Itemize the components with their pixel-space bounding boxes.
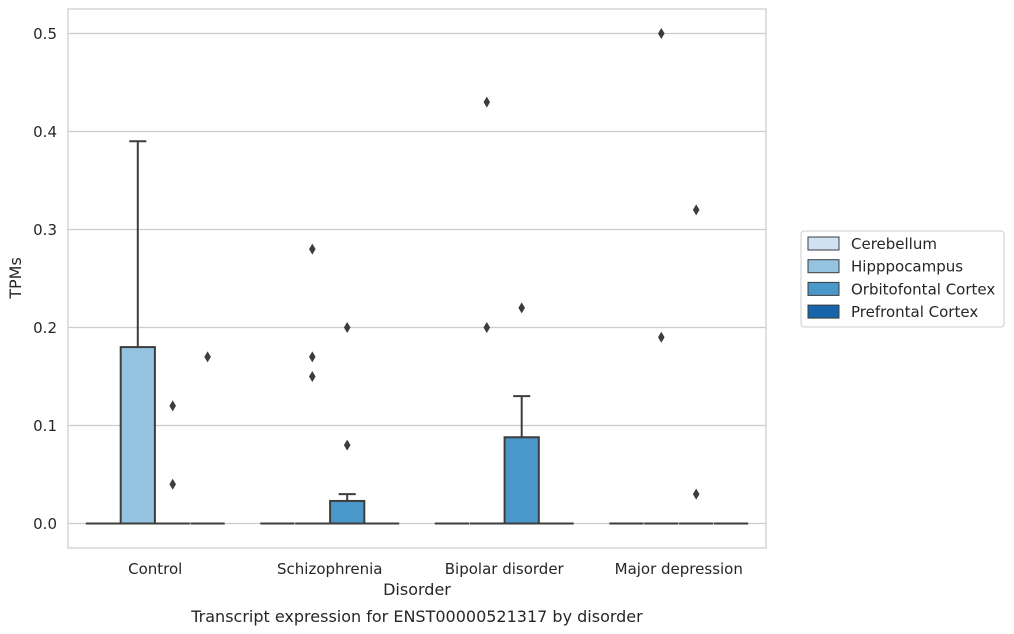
- box-orbitofontal-cortex: [329, 322, 366, 525]
- x-tick-label: Control: [128, 560, 182, 578]
- legend-label: Cerebellum: [851, 235, 937, 253]
- y-tick-label: 0.5: [33, 25, 57, 43]
- box-orbitofontal-cortex: [679, 204, 714, 525]
- box-orbitofontal-cortex: [503, 302, 540, 525]
- x-tick-label: Major depression: [615, 560, 743, 578]
- plot-area: [68, 9, 766, 548]
- outlier-point: [309, 371, 316, 382]
- legend-label: Hipppocampus: [851, 258, 963, 276]
- outlier-point: [692, 488, 700, 500]
- outlier-point: [343, 322, 351, 333]
- box-hipppocampus: [295, 243, 330, 525]
- box-prefrontal-cortex: [190, 351, 225, 525]
- x-tick-label: Bipolar disorder: [445, 560, 565, 578]
- box-hipppocampus: [119, 140, 156, 525]
- box-body: [329, 499, 366, 525]
- outlier-point: [658, 28, 665, 39]
- x-tick-label: Schizophrenia: [277, 560, 382, 578]
- x-tick-labels: Control Schizophrenia Bipolar disorder Majo…: [128, 560, 743, 578]
- box-orbitofontal-cortex: [155, 400, 190, 525]
- outlier-point: [343, 439, 351, 451]
- boxes: [85, 28, 749, 525]
- legend-frame: [800, 230, 1005, 328]
- y-tick-label: 0.4: [33, 123, 57, 141]
- x-axis-label: Disorder: [383, 580, 451, 599]
- outlier-point: [692, 204, 700, 216]
- legend-swatch: [807, 259, 840, 274]
- legend-label: Orbitofontal Cortex: [851, 280, 995, 298]
- outlier-point: [169, 478, 176, 490]
- chart-caption: Transcript expression for ENST0000052131…: [190, 607, 643, 626]
- legend-swatch: [807, 281, 840, 296]
- outlier-point: [483, 322, 491, 333]
- y-tick-label: 0.2: [33, 319, 57, 337]
- outlier-point: [483, 96, 491, 108]
- outlier-point: [658, 331, 665, 343]
- legend: Cerebellum Hipppocampus Orbitofontal Corte…: [800, 230, 1005, 328]
- box-hipppocampus: [469, 96, 504, 525]
- outlier-point: [309, 351, 316, 363]
- y-tick-labels: 0.0 0.1 0.2 0.3 0.4 0.5: [33, 25, 57, 533]
- y-tick-label: 0.0: [33, 515, 57, 533]
- box-hipppocampus: [644, 28, 679, 525]
- box-body: [119, 346, 156, 525]
- outlier-point: [518, 302, 525, 314]
- y-axis-label: TPMs: [6, 257, 25, 300]
- legend-swatch: [807, 236, 840, 251]
- plot-frame: [67, 8, 767, 549]
- legend-swatch: [807, 304, 840, 319]
- y-tick-label: 0.3: [33, 221, 57, 239]
- outlier-point: [169, 400, 176, 412]
- y-tick-label: 0.1: [33, 417, 57, 435]
- box-body: [503, 436, 540, 525]
- outlier-point: [309, 243, 316, 255]
- legend-label: Prefrontal Cortex: [851, 303, 978, 321]
- outlier-point: [204, 351, 211, 363]
